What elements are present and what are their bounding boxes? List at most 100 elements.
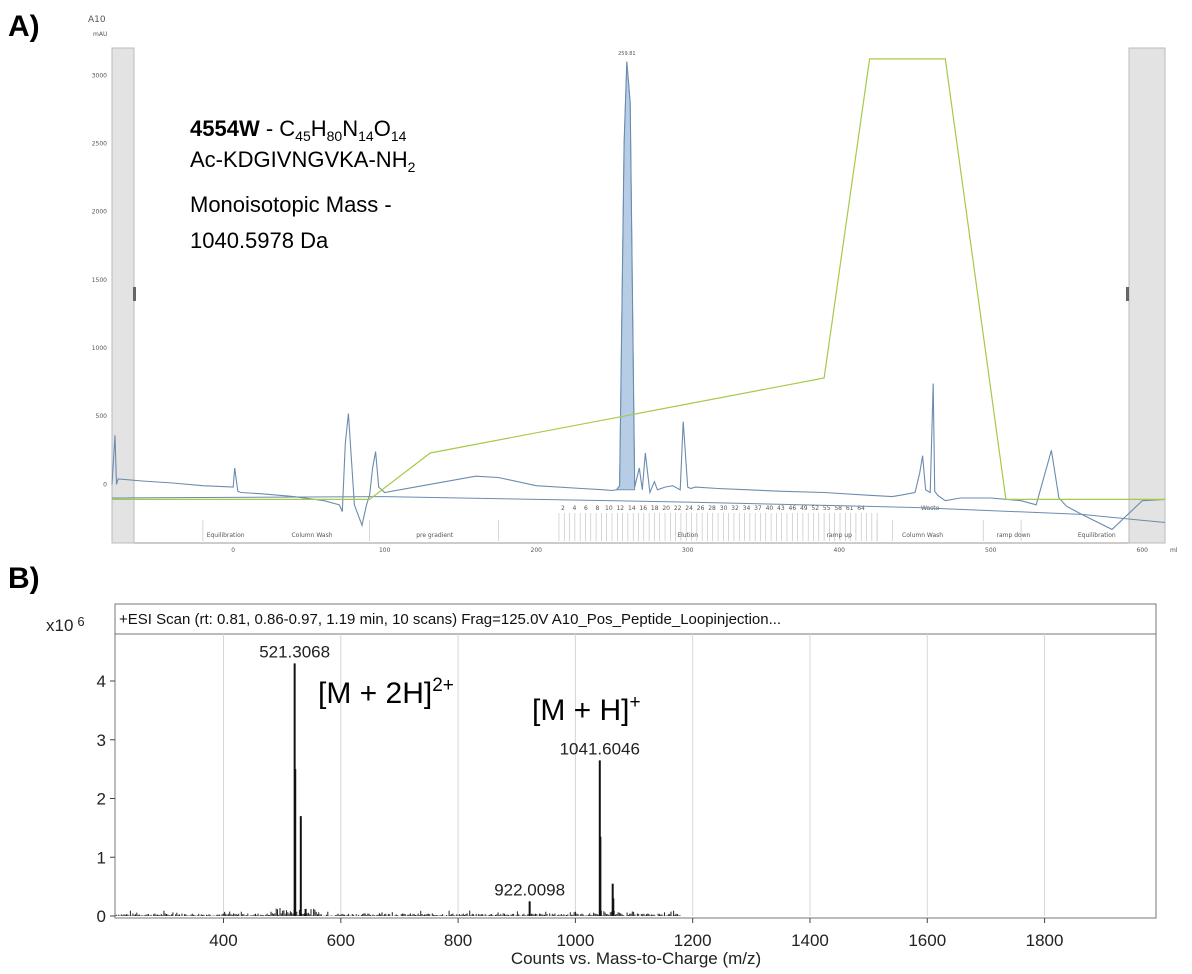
fraction-number: 16 <box>639 505 647 512</box>
fraction-number: 22 <box>674 505 682 512</box>
segment-label: Equilibration <box>1078 532 1116 539</box>
fraction-number: 18 <box>651 505 659 512</box>
segment-label: pre gradient <box>416 532 454 539</box>
fraction-number: 10 <box>605 505 613 512</box>
hplc-corner-label: A10 <box>88 15 106 25</box>
ion-label-h: [M + H]+ <box>532 692 641 727</box>
fraction-number: 52 <box>811 505 819 512</box>
fraction-number: 20 <box>662 505 670 512</box>
hplc-right-scroll[interactable] <box>1128 47 1166 544</box>
uv-trace <box>111 61 1166 531</box>
compound-sequence: Ac-KDGIVNGVKA-NH2 <box>190 147 416 175</box>
segment-label: Elution <box>677 532 698 539</box>
ms-x-tick-label: 800 <box>444 931 472 950</box>
formula-part: O <box>374 116 391 141</box>
ms-x-tick-label: 1400 <box>791 931 829 950</box>
hplc-right-handle[interactable] <box>1126 287 1129 301</box>
fraction-number: 46 <box>789 505 797 512</box>
ms-y-tick-label: 3 <box>97 731 106 750</box>
hplc-x-tick-label: 100 <box>379 547 391 554</box>
gradient-trace <box>112 58 1165 500</box>
segment-label: Column Wash <box>291 532 332 539</box>
hplc-y-tick-label: 500 <box>96 413 108 420</box>
fraction-number: 12 <box>616 505 624 512</box>
ms-x-tick-label: 600 <box>327 931 355 950</box>
hplc-y-tick-label: 1500 <box>92 277 107 284</box>
fraction-number: 64 <box>857 505 865 512</box>
fraction-number: 32 <box>731 505 739 512</box>
ion-label-2h: [M + 2H]2+ <box>318 675 454 710</box>
fraction-number: 8 <box>595 505 599 512</box>
fraction-number: 49 <box>800 505 808 512</box>
segment-label: ramp down <box>997 532 1031 539</box>
hplc-y-ticks: 0 500 1000 1500 2000 2500 3000 <box>92 72 107 488</box>
compound-code: 4554W <box>190 116 260 141</box>
segment-label: Equilibration <box>207 532 245 539</box>
fraction-number: 26 <box>697 505 705 512</box>
ms-ticks: 400 600 800 1000 1200 1400 1600 1800 0 1 2 3 4 <box>97 672 1064 950</box>
ms-noise <box>115 908 681 916</box>
ms-y-tick-label: 4 <box>97 672 106 691</box>
ms-peak-label: 922.0098 <box>494 880 565 899</box>
fraction-number: 2 <box>561 505 565 512</box>
fraction-strip: 2 4 6 8 10 12 14 16 18 20 22 24 26 28 30 32 34 37 40 43 46 49… <box>558 505 940 541</box>
ms-peak-label: 521.3068 <box>259 642 330 661</box>
hplc-x-unit: ml <box>1170 547 1178 554</box>
hplc-x-tick-label: 600 <box>1137 547 1149 554</box>
panel-a-label: A) <box>8 10 40 43</box>
hplc-y-tick-label: 1000 <box>92 345 107 352</box>
hplc-y-tick-label: 0 <box>103 481 107 488</box>
ms-plot-frame <box>114 633 1157 919</box>
panel-b-label: B) <box>8 562 40 595</box>
fraction-number: 28 <box>708 505 716 512</box>
fraction-number: 37 <box>754 505 762 512</box>
hplc-x-tick-label: 0 <box>231 547 235 554</box>
segment-label: Column Wash <box>902 532 943 539</box>
compound-formula-line: 4554W - C45H80N14O14 <box>190 116 407 144</box>
formula-part: 14 <box>358 128 374 144</box>
mass-line-1: Monoisotopic Mass - <box>190 192 392 217</box>
hplc-x-tick-label: 500 <box>985 547 997 554</box>
hplc-unit-label: mAU <box>93 31 107 38</box>
conductivity-trace <box>111 496 1166 523</box>
formula-part: N <box>342 116 358 141</box>
hplc-left-scroll[interactable] <box>111 47 135 544</box>
formula-part: 45 <box>295 128 311 144</box>
hplc-peak-label: 259.81 <box>618 51 636 57</box>
fraction-number: 61 <box>846 505 854 512</box>
ms-grid <box>222 634 1046 916</box>
ms-y-tick-label: 0 <box>97 907 106 926</box>
hplc-x-tick-label: 300 <box>682 547 694 554</box>
formula-part: 14 <box>391 128 407 144</box>
ms-y-multiplier: x10 6 <box>46 614 85 635</box>
ms-x-tick-label: 1200 <box>674 931 712 950</box>
formula-part: H <box>311 116 327 141</box>
ms-header-text: +ESI Scan (rt: 0.81, 0.86-0.97, 1.19 min… <box>119 611 781 628</box>
fraction-number: 6 <box>584 505 588 512</box>
formula-part: - C <box>260 116 296 141</box>
hplc-chart: A10 mAU 259.81 050010001500200025003000 … <box>88 15 1178 554</box>
hplc-left-handle[interactable] <box>133 287 136 301</box>
hplc-x-tick-label: 400 <box>834 547 846 554</box>
ms-y-tick-label: 2 <box>97 790 106 809</box>
ms-x-tick-label: 1000 <box>556 931 594 950</box>
ms-peak-label: 1041.6046 <box>560 739 640 758</box>
ms-x-tick-label: 400 <box>209 931 237 950</box>
ms-header-box <box>114 603 1157 635</box>
fraction-number: 30 <box>720 505 728 512</box>
hplc-x-tick-label: 200 <box>531 547 543 554</box>
ms-peaks: 521.3068 922.0098 1041.6046 <box>259 642 640 916</box>
fraction-number: 24 <box>685 505 693 512</box>
hplc-y-tick-label: 3000 <box>92 72 107 79</box>
ms-x-tick-label: 1800 <box>1026 931 1064 950</box>
segment-labels: Equilibration Column Wash pre gradient Elut… <box>202 520 1116 541</box>
fraction-number: 14 <box>628 505 636 512</box>
ms-x-tick-label: 1600 <box>908 931 946 950</box>
segment-label: ramp up <box>827 532 853 539</box>
fraction-number: 55 <box>823 505 831 512</box>
fraction-number: 43 <box>777 505 785 512</box>
fraction-number: 34 <box>743 505 751 512</box>
ms-y-tick-label: 1 <box>97 848 106 867</box>
mass-line-2: 1040.5978 Da <box>190 228 329 253</box>
